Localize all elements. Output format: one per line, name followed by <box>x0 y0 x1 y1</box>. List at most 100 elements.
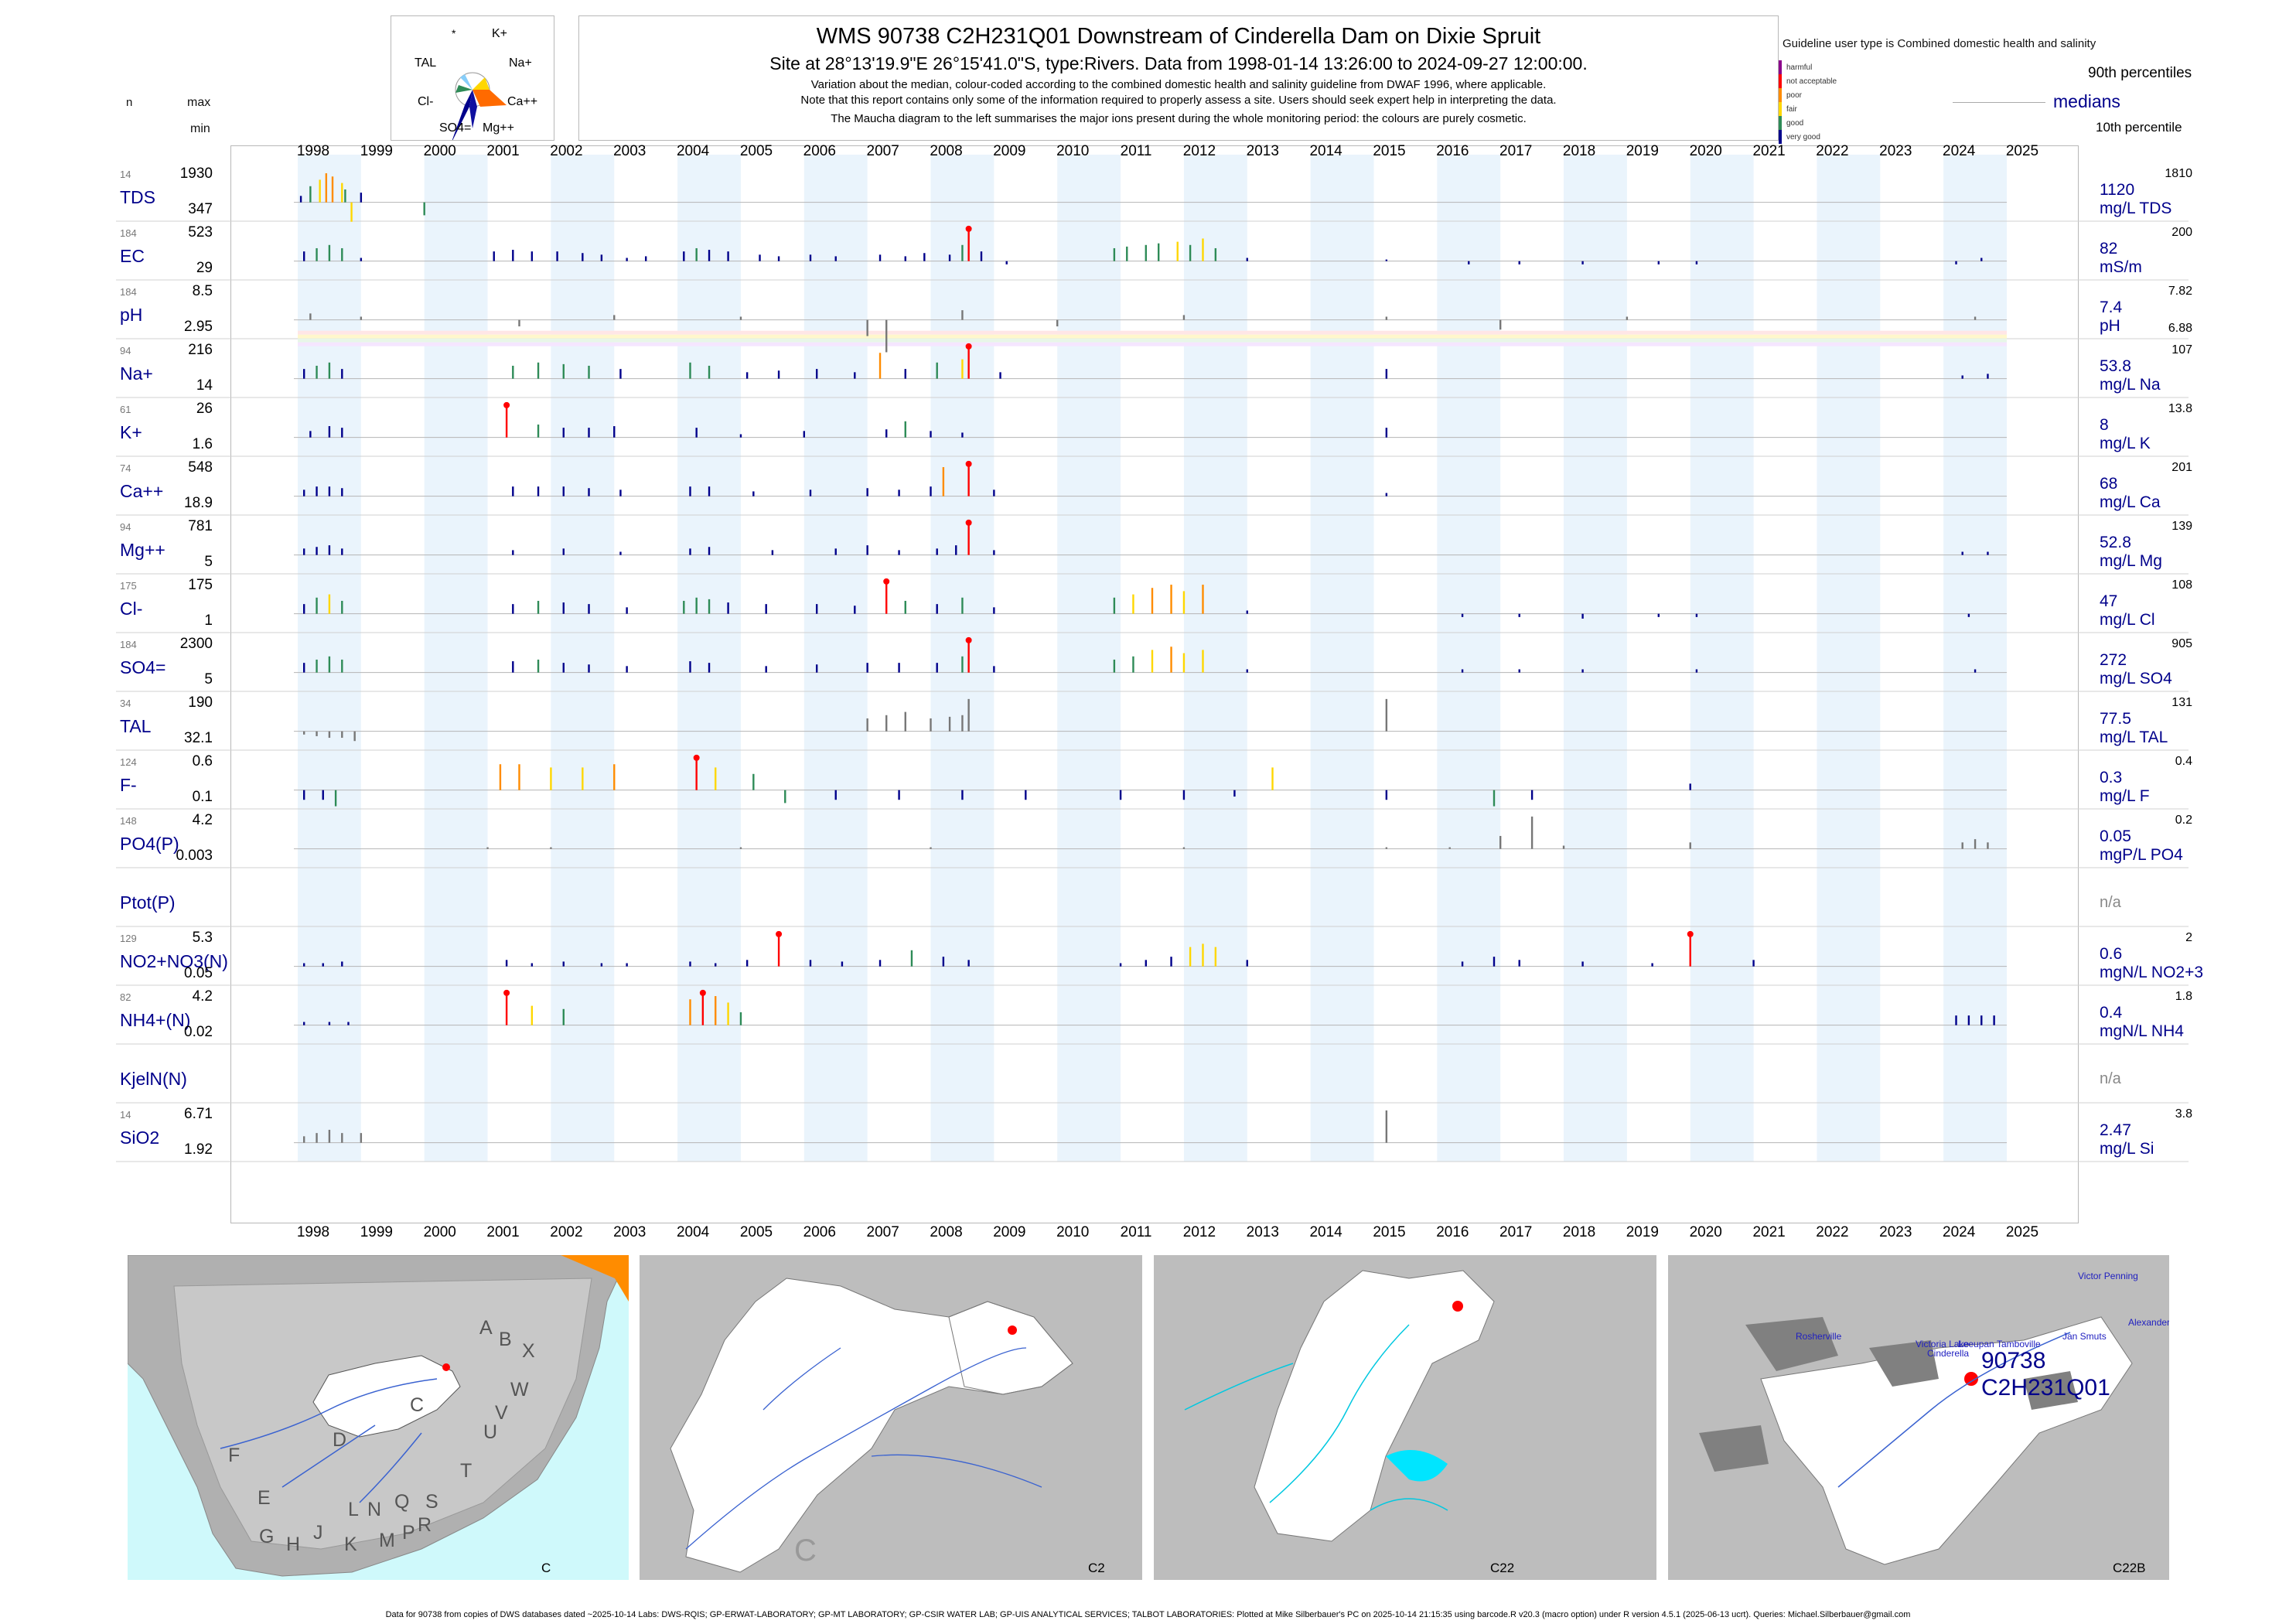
note-1: Variation about the median, colour-coded… <box>810 78 1547 91</box>
year-shade-2002 <box>551 155 615 1162</box>
row-max-11: 4.2 <box>192 812 213 828</box>
place-victoria-lake: Victoria Lake <box>1916 1339 1970 1349</box>
row-max-8: 2300 <box>179 636 213 652</box>
row-median-14: 0.4 <box>2100 1004 2123 1022</box>
year-label-bottom-2022: 2022 <box>1816 1224 1849 1240</box>
row-name-13: NO2+NO3(N) <box>120 951 228 971</box>
maucha-so4-wedge <box>452 90 473 140</box>
year-shade-2000 <box>424 155 488 1162</box>
year-label-top-2009: 2009 <box>993 143 1026 159</box>
year-label-top-2002: 2002 <box>550 143 583 159</box>
year-label-bottom-2008: 2008 <box>930 1224 963 1240</box>
legend-harmful: harmful <box>1786 63 1813 72</box>
row-p90-5: 201 <box>2171 461 2192 474</box>
year-label-bottom-2009: 2009 <box>993 1224 1026 1240</box>
row-name-3: Na+ <box>120 363 153 384</box>
legend-colorbar <box>1779 60 1782 144</box>
year-label-top-2006: 2006 <box>803 143 836 159</box>
row-max-14: 4.2 <box>192 988 213 1005</box>
region-letter-s: S <box>425 1491 438 1513</box>
row-min-4: 1.6 <box>192 436 213 452</box>
exceed-marker-3-19 <box>965 343 972 350</box>
row-p10-2: 6.88 <box>2168 322 2192 335</box>
row-unit-8: mg/L SO4 <box>2100 670 2172 687</box>
row-unit-6: mg/L Mg <box>2100 552 2162 570</box>
row-name-6: Mg++ <box>120 540 165 560</box>
map-south-africa: A B X W V U T S R Q P M N L K J H G E F … <box>128 1255 629 1580</box>
year-label-bottom-2023: 2023 <box>1879 1224 1912 1240</box>
note-3: The Maucha diagram to the left summarise… <box>831 112 1527 125</box>
row-n-7: 175 <box>120 580 137 592</box>
maucha-wedges <box>452 72 507 140</box>
catchment-c22 <box>1254 1270 1495 1542</box>
row-name-4: K+ <box>120 422 142 442</box>
row-name-5: Ca++ <box>120 481 164 501</box>
year-label-top-2021: 2021 <box>1752 143 1786 159</box>
year-label-bottom-2010: 2010 <box>1056 1224 1090 1240</box>
row-min-13: 0.05 <box>184 965 213 981</box>
region-letter-k: K <box>344 1534 357 1555</box>
year-shade-2014 <box>1310 155 1374 1162</box>
maucha-tal-wedge <box>460 74 473 90</box>
year-label-top-2000: 2000 <box>423 143 456 159</box>
river-lines-c2 <box>685 1347 1042 1550</box>
row-median-5: 68 <box>2100 475 2118 493</box>
row-min-8: 5 <box>204 671 213 687</box>
year-label-top-2018: 2018 <box>1562 143 1596 159</box>
row-name-1: EC <box>120 246 145 266</box>
year-label-top-2003: 2003 <box>613 143 646 159</box>
row-median-16: 2.47 <box>2100 1121 2131 1139</box>
year-shade-2010 <box>1057 155 1121 1162</box>
year-label-bottom-2002: 2002 <box>550 1224 583 1240</box>
ph-band-2 <box>298 338 2007 343</box>
row-p90-13: 2 <box>2185 931 2192 944</box>
row-min-5: 18.9 <box>184 495 213 511</box>
place-tamboville: Tamboville <box>1997 1339 2041 1349</box>
row-min-6: 5 <box>204 554 213 570</box>
row-unit-1: mS/m <box>2100 258 2142 276</box>
row-max-10: 0.6 <box>192 753 213 769</box>
row-p90-7: 108 <box>2171 578 2192 592</box>
legend-not-acceptable: not acceptable <box>1786 77 1837 86</box>
row-n-11: 148 <box>120 815 137 827</box>
footer-text: Data for 90738 from copies of DWS databa… <box>385 1610 1911 1619</box>
year-label-bottom-2016: 2016 <box>1436 1224 1469 1240</box>
region-letter-v: V <box>495 1402 508 1424</box>
maucha-label-na: Na+ <box>509 56 532 70</box>
c22-outline <box>948 1301 1073 1395</box>
ph-band-0 <box>298 330 2007 335</box>
row-max-13: 5.3 <box>192 930 213 946</box>
maucha-na-wedge <box>473 77 490 90</box>
row-name-2: pH <box>120 305 143 325</box>
year-label-bottom-1999: 1999 <box>360 1224 393 1240</box>
row-unit-14: mgN/L NH4 <box>2100 1022 2184 1040</box>
row-name-14: NH4+(N) <box>120 1010 191 1030</box>
river-lines-c22 <box>1184 1324 1448 1511</box>
exceed-marker-8-17 <box>965 636 972 643</box>
site-dot-c2 <box>1008 1325 1017 1335</box>
year-label-top-2016: 2016 <box>1436 143 1469 159</box>
row-median-11: 0.05 <box>2100 827 2131 845</box>
legend-very-good: very good <box>1786 133 1820 142</box>
year-shade-2018 <box>1564 155 1627 1162</box>
row-min-0: 347 <box>188 201 213 217</box>
year-label-top-2010: 2010 <box>1056 143 1090 159</box>
year-label-bottom-2018: 2018 <box>1562 1224 1596 1240</box>
row-unit-0: mg/L TDS <box>2100 200 2172 217</box>
row-median-6: 52.8 <box>2100 534 2131 551</box>
year-label-top-2015: 2015 <box>1373 143 1406 159</box>
legend-p90: 90th percentiles <box>2088 65 2192 81</box>
region-letter-n: N <box>367 1499 382 1520</box>
row-median-0: 1120 <box>2100 181 2135 199</box>
site-code-label: C2H231Q01 <box>1981 1375 2110 1401</box>
row-max-5: 548 <box>188 459 213 476</box>
row-n-2: 184 <box>120 286 137 298</box>
maucha-label-ca: Ca++ <box>507 95 538 108</box>
map-c22: C22 <box>1154 1255 1656 1580</box>
title-box: WMS 90738 C2H231Q01 Downstream of Cinder… <box>578 15 1779 141</box>
row-unit-2: pH <box>2100 317 2120 335</box>
row-p90-9: 131 <box>2171 696 2192 709</box>
row-min-9: 32.1 <box>184 730 213 746</box>
col-min-header: min <box>190 122 210 135</box>
legend-median-line <box>1953 102 2045 103</box>
